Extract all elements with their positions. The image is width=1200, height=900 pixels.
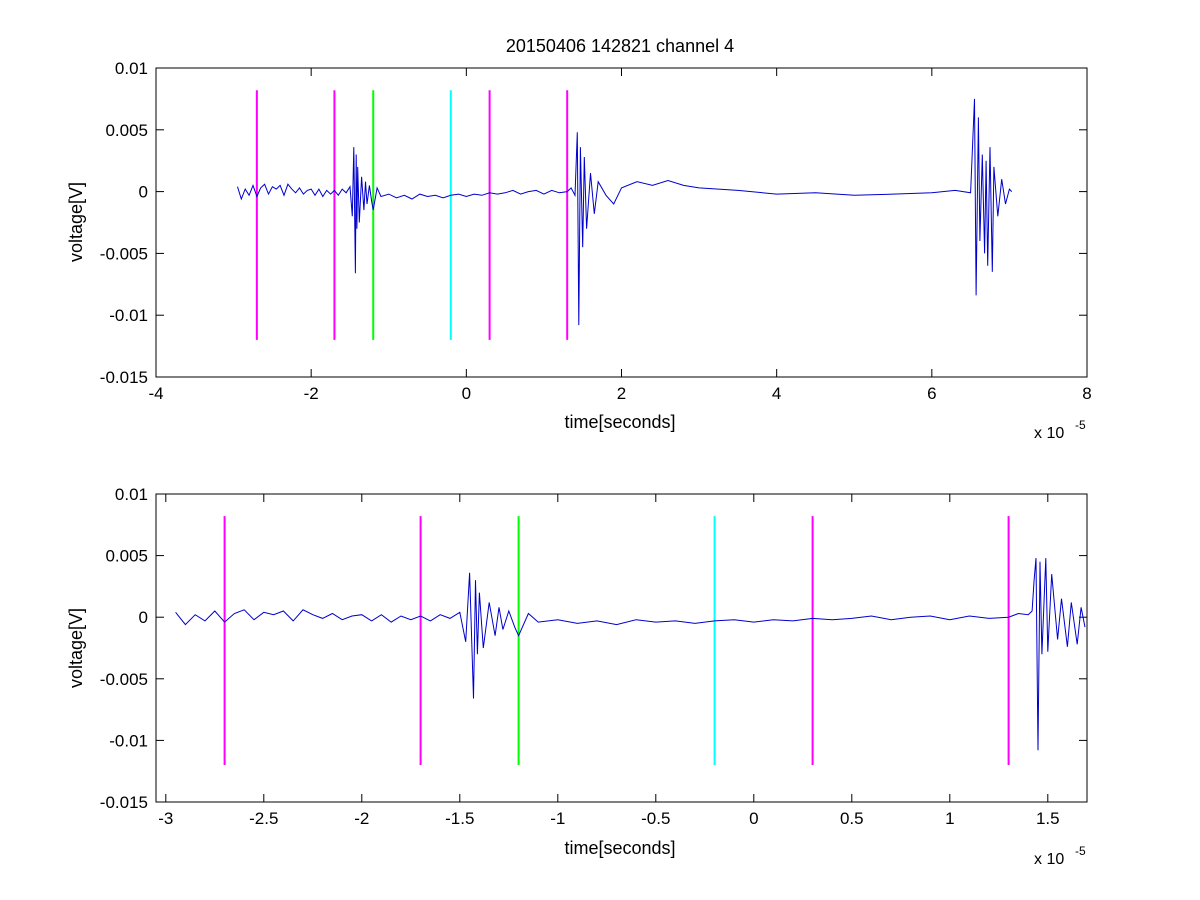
x-multiplier-exponent: -5 bbox=[1075, 418, 1086, 432]
x-tick-label: -4 bbox=[148, 384, 163, 403]
y-axis: 0.01 0.005 0 -0.005 -0.01 -0.015 bbox=[100, 485, 1087, 812]
y-tick-label: -0.015 bbox=[100, 793, 148, 812]
y-tick-label: 0.01 bbox=[115, 485, 148, 504]
x-tick-label: 8 bbox=[1082, 384, 1091, 403]
x-axis-label: time[seconds] bbox=[564, 412, 675, 432]
x-tick-label: -1 bbox=[550, 809, 565, 828]
plot-frame bbox=[155, 493, 1088, 803]
y-tick-label: 0 bbox=[139, 183, 148, 202]
series-layer bbox=[237, 98, 1013, 326]
y-tick-label: 0.005 bbox=[105, 547, 148, 566]
y-tick-label: 0 bbox=[139, 608, 148, 627]
x-tick-label: 0 bbox=[462, 384, 471, 403]
y-axis-label: voltage[V] bbox=[66, 608, 86, 688]
voltage-trace bbox=[237, 98, 1013, 326]
x-tick-label: -2 bbox=[304, 384, 319, 403]
x-tick-label: -1.5 bbox=[445, 809, 474, 828]
top-chart: 20150406 142821 channel 4 0.01 0.005 0 -0.0… bbox=[66, 36, 1092, 442]
x-tick-label: -3 bbox=[158, 809, 173, 828]
y-tick-label: 0.01 bbox=[115, 59, 148, 78]
marker-lines bbox=[223, 516, 1010, 766]
bottom-chart: 0.01 0.005 0 -0.005 -0.01 -0.015 -3 -2.5 -2 -1.5… bbox=[66, 485, 1088, 868]
x-tick-label: -0.5 bbox=[641, 809, 670, 828]
y-axis: 0.01 0.005 0 -0.005 -0.01 -0.015 bbox=[100, 59, 1087, 387]
x-multiplier-label: x 10 bbox=[1034, 851, 1064, 868]
y-tick-label: -0.005 bbox=[100, 670, 148, 689]
y-tick-label: -0.01 bbox=[109, 306, 148, 325]
x-multiplier-exponent: -5 bbox=[1075, 844, 1086, 858]
y-axis-label: voltage[V] bbox=[66, 182, 86, 262]
x-multiplier-label: x 10 bbox=[1034, 425, 1064, 442]
x-tick-label: 6 bbox=[927, 384, 936, 403]
x-tick-label: -2 bbox=[354, 809, 369, 828]
y-tick-label: -0.015 bbox=[100, 368, 148, 387]
marker-lines bbox=[255, 90, 569, 340]
x-tick-label: 2 bbox=[617, 384, 626, 403]
x-tick-label: 1 bbox=[945, 809, 954, 828]
x-tick-label: 4 bbox=[772, 384, 781, 403]
y-tick-label: -0.005 bbox=[100, 244, 148, 263]
series-layer bbox=[175, 558, 1086, 751]
y-tick-label: -0.01 bbox=[109, 731, 148, 750]
x-axis: -4 -2 0 2 4 6 8 bbox=[148, 68, 1092, 403]
x-tick-label: 1.5 bbox=[1036, 809, 1060, 828]
x-axis: -3 -2.5 -2 -1.5 -1 -0.5 0 0.5 1 1.5 bbox=[158, 494, 1060, 828]
x-axis-label: time[seconds] bbox=[564, 838, 675, 858]
chart-title: 20150406 142821 channel 4 bbox=[506, 36, 734, 56]
x-tick-label: 0 bbox=[749, 809, 758, 828]
voltage-trace bbox=[175, 558, 1086, 751]
y-tick-label: 0.005 bbox=[105, 121, 148, 140]
x-tick-label: -2.5 bbox=[249, 809, 278, 828]
x-tick-label: 0.5 bbox=[840, 809, 864, 828]
